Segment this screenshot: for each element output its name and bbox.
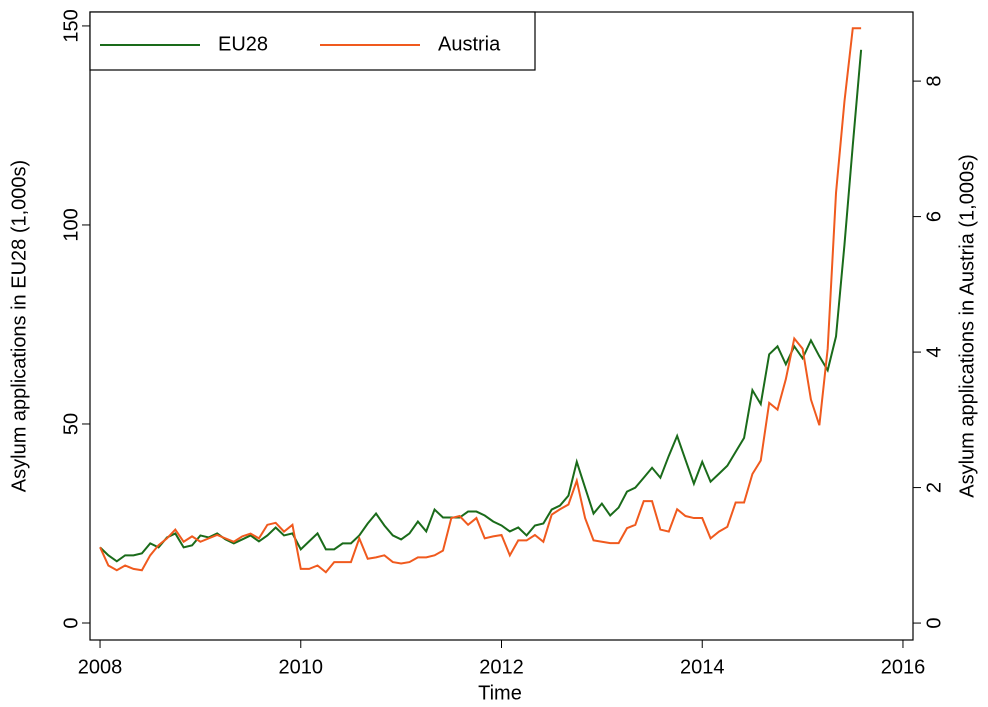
y2-tick-label: 6 bbox=[923, 211, 945, 222]
y2-tick-label: 8 bbox=[923, 76, 945, 87]
series-line bbox=[99, 27, 862, 574]
series-line bbox=[99, 49, 863, 563]
x-axis-title: Time bbox=[478, 682, 522, 704]
y-axis-title: Asylum applications in EU28 (1,000s) bbox=[8, 160, 30, 492]
legend-label: Austria bbox=[438, 33, 501, 55]
y-tick-label: 0 bbox=[60, 617, 82, 628]
legend-box bbox=[89, 11, 536, 71]
y2-tick-label: 0 bbox=[923, 618, 945, 629]
x-tick-label: 2014 bbox=[680, 656, 725, 678]
x-tick-label: 2008 bbox=[78, 656, 123, 678]
plot-frame bbox=[89, 11, 914, 641]
y-tick-label: 50 bbox=[60, 413, 82, 435]
x-tick-label: 2016 bbox=[881, 656, 926, 678]
x-tick-label: 2010 bbox=[279, 656, 324, 678]
y2-tick-label: 4 bbox=[923, 347, 945, 358]
y-tick-label: 100 bbox=[60, 208, 82, 241]
y2-axis-title: Asylum applications in Austria (1,000s) bbox=[956, 154, 978, 498]
y-tick-label: 150 bbox=[60, 9, 82, 42]
x-tick-label: 2012 bbox=[479, 656, 524, 678]
y2-tick-label: 2 bbox=[923, 482, 945, 493]
legend-label: EU28 bbox=[218, 33, 268, 55]
